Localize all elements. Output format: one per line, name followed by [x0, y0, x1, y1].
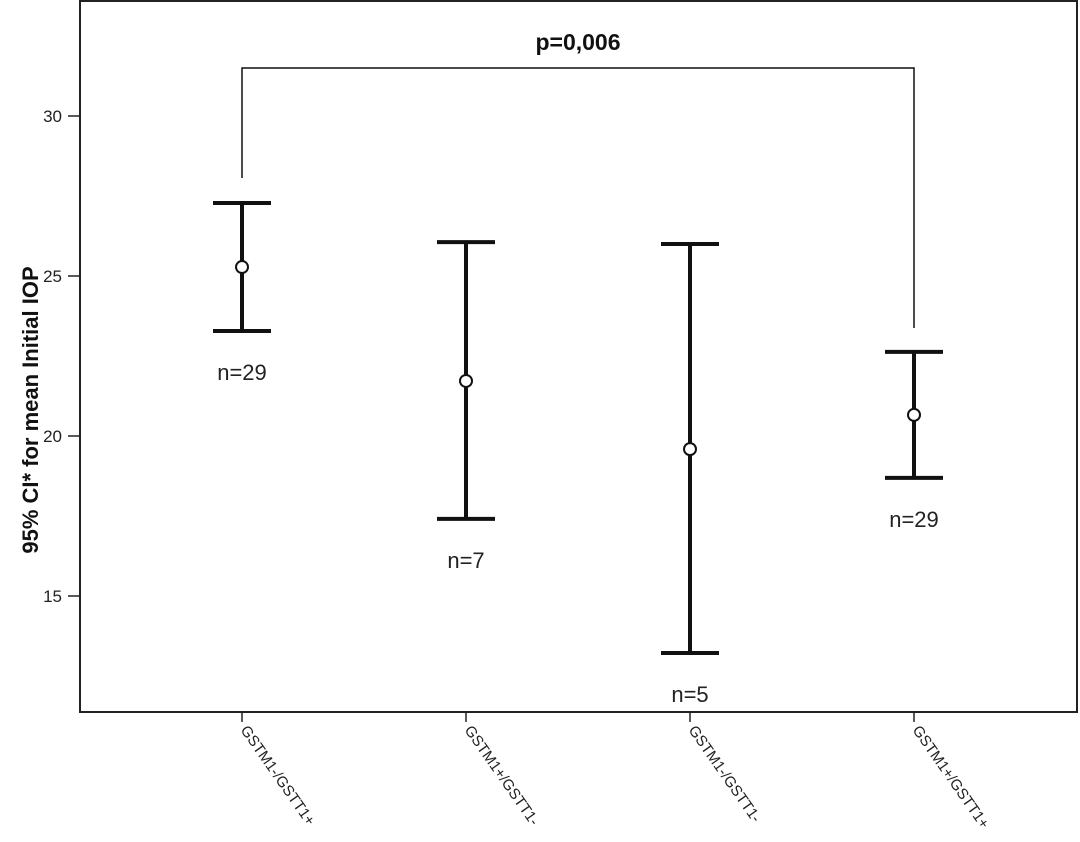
y-axis-label: 95% CI* for mean Initial IOP: [18, 266, 43, 553]
n-label: n=29: [889, 507, 939, 532]
n-label: n=7: [447, 548, 484, 573]
y-tick-label: 15: [43, 587, 62, 606]
mean-point: [907, 407, 921, 422]
y-tick-label: 30: [43, 107, 62, 126]
n-label: n=29: [217, 360, 267, 385]
y-tick-label: 20: [43, 427, 62, 446]
n-label: n=5: [671, 682, 708, 707]
x-tick-label: GSTM1+/GSTT1+: [909, 723, 993, 833]
mean-point: [683, 442, 697, 457]
x-tick-label: GSTM1-/GSTT1-: [685, 723, 764, 826]
mean-point: [235, 260, 249, 275]
mean-point: [459, 373, 473, 388]
x-tick-label: GSTM1-/GSTT1+: [237, 723, 319, 830]
plot-frame: [79, 0, 1078, 713]
y-tick-label: 25: [43, 267, 62, 286]
p-value-label: p=0,006: [535, 29, 620, 55]
x-tick-label: GSTM1+/GSTT1-: [461, 723, 543, 829]
significance-bracket: [241, 67, 915, 328]
